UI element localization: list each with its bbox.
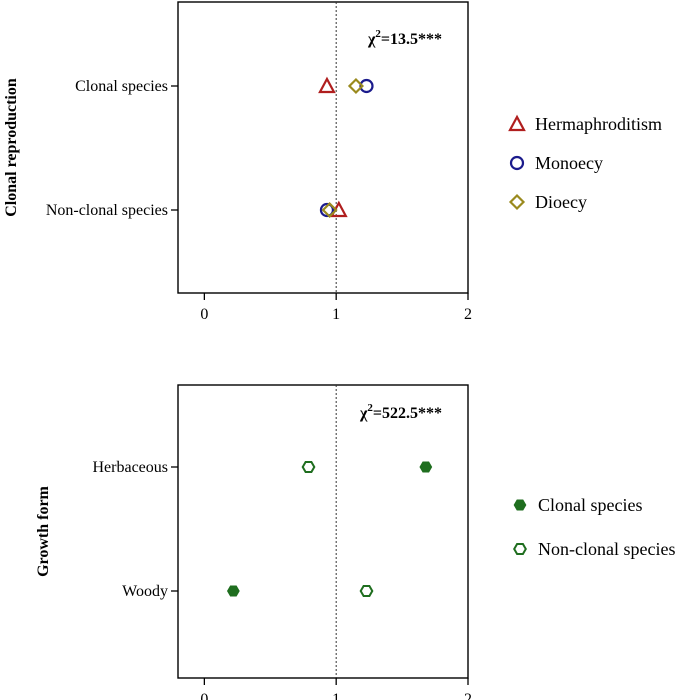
data-point (301, 460, 316, 474)
legend-label: Non-clonal species (538, 539, 675, 559)
legend-label: Clonal species (538, 495, 642, 515)
x-tick-label: 0 (200, 306, 208, 323)
legend-label: Hermaphroditism (535, 114, 662, 134)
x-tick-label: 2 (464, 691, 472, 700)
data-point (347, 77, 365, 95)
plot-frame (177, 1, 469, 294)
data-point (419, 461, 433, 473)
y-axis-label: Clonal reproduction (3, 78, 20, 217)
x-tick-label: 0 (200, 691, 208, 700)
data-point (359, 584, 374, 598)
data-point (318, 76, 336, 94)
legend-marker (508, 193, 526, 211)
legend-marker (509, 155, 525, 171)
plot-frame (177, 384, 469, 679)
y-axis-label: Growth form (35, 485, 52, 576)
legend-marker (508, 114, 526, 132)
data-point (226, 585, 240, 597)
y-tick-label: Herbaceous (92, 459, 168, 476)
data-point (321, 201, 338, 219)
legend-marker (513, 499, 527, 511)
x-tick-label: 2 (464, 306, 472, 323)
y-tick-label: Non-clonal species (46, 202, 168, 219)
y-tick-label: Woody (122, 583, 168, 600)
panel-bottom: 0 1 2 Herbaceous Woody Growth form χ2=522.5***… (35, 384, 675, 700)
legend-label: Monoecy (535, 153, 603, 173)
legend-marker (513, 542, 527, 556)
chi-square-annotation: χ2=13.5*** (367, 28, 442, 48)
x-tick-label: 1 (332, 691, 340, 700)
legend-label: Dioecy (535, 192, 587, 212)
chi-square-annotation: χ2=522.5*** (359, 402, 442, 422)
data-point (319, 202, 335, 218)
panel-top: 0 1 2 Clonal species Non-clonal species Clona… (3, 1, 662, 323)
y-tick-label: Clonal species (75, 78, 168, 95)
x-tick-label: 1 (332, 306, 340, 323)
data-point (359, 78, 374, 94)
